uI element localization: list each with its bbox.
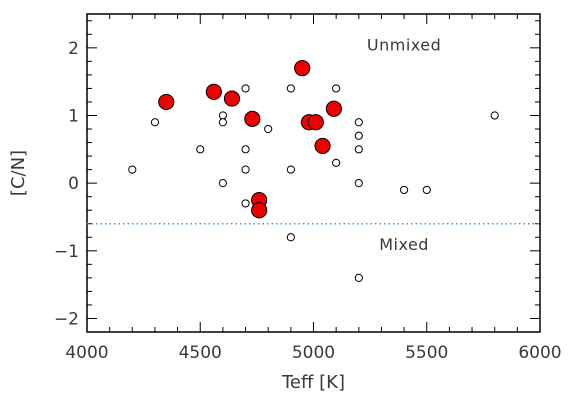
open-point bbox=[150, 118, 160, 127]
open-point bbox=[490, 111, 499, 120]
x-tick-label: 5500 bbox=[405, 343, 448, 363]
filled-point bbox=[325, 100, 342, 117]
x-tick-label: 4000 bbox=[65, 343, 108, 363]
annotation-unmixed: Unmixed bbox=[367, 35, 441, 54]
annotations: Unmixed Mixed bbox=[367, 35, 441, 254]
open-point bbox=[354, 118, 363, 127]
open-point bbox=[241, 145, 250, 154]
y-tick-label: −1 bbox=[54, 242, 79, 262]
x-axis-title: Teff [K] bbox=[281, 372, 345, 393]
filled-point bbox=[205, 83, 222, 100]
x-tick-label: 4500 bbox=[179, 343, 222, 363]
open-point bbox=[354, 145, 363, 154]
y-tick-label: 2 bbox=[68, 39, 79, 59]
filled-point bbox=[158, 93, 175, 111]
x-tick-label: 6000 bbox=[518, 343, 561, 363]
y-tick-label: −2 bbox=[54, 309, 79, 329]
open-point bbox=[218, 111, 227, 120]
x-tick-label: 5000 bbox=[292, 343, 335, 363]
open-point bbox=[218, 179, 227, 188]
open-point bbox=[332, 84, 341, 93]
y-axis-title: [C/N] bbox=[8, 150, 29, 196]
open-point bbox=[128, 165, 137, 174]
open-point bbox=[218, 118, 227, 127]
open-point bbox=[286, 233, 295, 242]
data-points bbox=[128, 60, 499, 282]
filled-point bbox=[314, 137, 331, 155]
filled-point bbox=[294, 60, 311, 77]
open-point bbox=[264, 124, 273, 134]
filled-point bbox=[223, 90, 241, 107]
axis-ticks bbox=[86, 14, 541, 333]
axis-tick-labels: 4000 4500 5000 5500 6000 −2 −1 0 1 2 bbox=[54, 39, 562, 363]
open-point bbox=[241, 199, 250, 208]
open-point bbox=[354, 131, 363, 140]
filled-point bbox=[251, 202, 268, 219]
open-point bbox=[196, 145, 205, 154]
open-point bbox=[354, 273, 363, 282]
annotation-mixed: Mixed bbox=[379, 235, 429, 254]
open-point bbox=[422, 185, 431, 195]
open-point bbox=[332, 158, 341, 167]
y-tick-label: 1 bbox=[68, 106, 79, 126]
filled-point bbox=[307, 114, 324, 131]
open-point bbox=[286, 84, 295, 93]
open-point bbox=[400, 185, 409, 195]
open-point bbox=[286, 165, 295, 174]
open-point bbox=[354, 179, 363, 188]
y-tick-label: 0 bbox=[68, 174, 79, 194]
open-point bbox=[241, 84, 250, 93]
open-point bbox=[241, 165, 250, 174]
plot-frame bbox=[86, 13, 541, 333]
filled-point bbox=[244, 110, 261, 127]
